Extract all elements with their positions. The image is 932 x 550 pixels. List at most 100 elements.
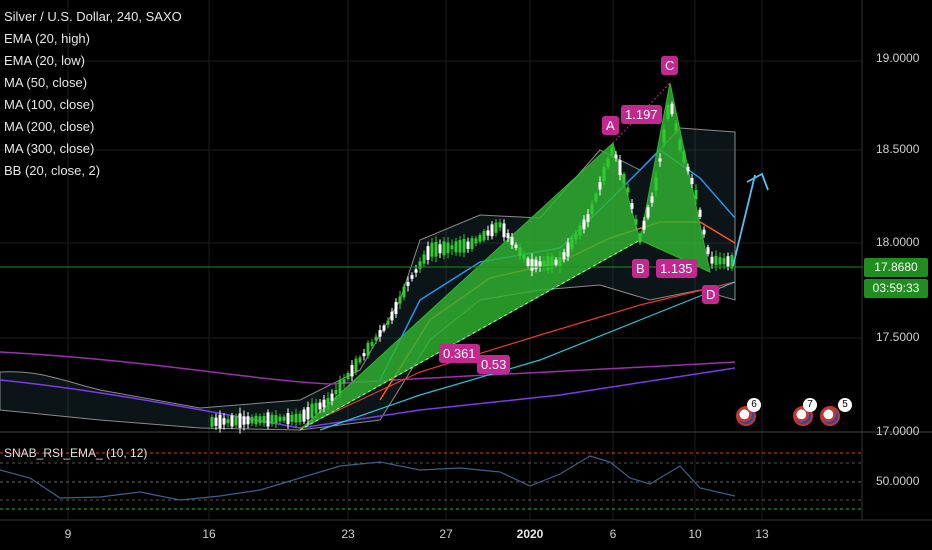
indicator-bb[interactable]: BB (20, close, 2) <box>4 163 101 178</box>
candle-body <box>614 154 618 159</box>
candle-body <box>594 193 598 202</box>
price-label: 17.5000 <box>876 330 920 344</box>
candle-body <box>554 259 558 266</box>
candle-body <box>498 222 502 228</box>
event-count-badge: 6 <box>747 398 761 412</box>
candle-body <box>678 139 682 151</box>
projection-arrow[interactable] <box>732 174 756 267</box>
candle-body <box>546 256 550 271</box>
candle-body <box>454 241 458 253</box>
candle-body <box>218 414 222 429</box>
candle-body <box>370 342 374 346</box>
indicator-ma-200[interactable]: MA (200, close) <box>4 119 95 134</box>
candle-body <box>310 403 314 418</box>
ma-300-line <box>0 351 736 385</box>
candle-body <box>338 379 342 394</box>
candle-body <box>482 231 486 241</box>
candle-body <box>314 403 318 414</box>
candle-body <box>378 330 382 337</box>
candle-body <box>598 182 602 190</box>
candle-body <box>306 407 310 420</box>
candle-body <box>350 364 354 377</box>
harmonic-pattern-bcd[interactable] <box>639 82 711 273</box>
candle-body <box>654 176 658 192</box>
candle-body <box>406 282 410 286</box>
ratio-label-bd[interactable]: 1.135 <box>656 259 697 278</box>
pattern-point-b[interactable]: B <box>632 259 649 278</box>
candlestick-series[interactable] <box>210 101 734 434</box>
candle-body <box>418 261 422 269</box>
ratio-label-ab[interactable]: 1.197 <box>621 105 662 124</box>
indicator-ma-50[interactable]: MA (50, close) <box>4 75 88 90</box>
grid <box>0 0 862 520</box>
candle-body <box>230 415 234 427</box>
time-label: 9 <box>64 527 72 541</box>
candle-body <box>266 412 270 427</box>
candle-body <box>574 234 578 240</box>
indicator-ma-300[interactable]: MA (300, close) <box>4 141 95 156</box>
candle-body <box>246 416 250 425</box>
candle-body <box>726 256 730 267</box>
candle-body <box>618 160 622 175</box>
candle-body <box>258 416 262 424</box>
candle-body <box>666 105 670 119</box>
chart-title[interactable]: Silver / U.S. Dollar, 240, SAXO <box>4 9 182 24</box>
candle-body <box>262 415 266 424</box>
candle-body <box>386 320 390 325</box>
candle-body <box>414 269 418 273</box>
price-label: 18.0000 <box>876 235 920 249</box>
harmonic-pattern-xab[interactable] <box>299 142 641 431</box>
candle-body <box>322 399 326 408</box>
rsi-legend[interactable]: SNAB_RSI_EMA_ (10, 12) <box>4 446 148 460</box>
candle-body <box>558 256 562 268</box>
candle-body <box>358 357 362 363</box>
indicator-ema-low[interactable]: EMA (20, low) <box>4 53 85 68</box>
pattern-point-d[interactable]: D <box>702 285 720 304</box>
indicator-ma-100[interactable]: MA (100, close) <box>4 97 95 112</box>
candle-body <box>470 238 474 250</box>
candle-body <box>426 246 430 260</box>
candle-body <box>354 358 358 373</box>
candle-body <box>566 242 570 257</box>
candle-body <box>538 261 542 267</box>
candle-body <box>682 151 686 163</box>
candle-body <box>686 166 690 172</box>
price-label: 18.5000 <box>876 142 920 156</box>
pattern-point-c[interactable]: C <box>661 56 679 75</box>
candle-body <box>382 325 386 331</box>
chart-legend: Silver / U.S. Dollar, 240, SAXO EMA (20,… <box>4 6 182 182</box>
candle-body <box>390 311 394 321</box>
candle-body <box>450 245 454 250</box>
candle-body <box>366 342 370 356</box>
event-count-badge: 5 <box>838 398 852 412</box>
candle-body <box>446 242 450 254</box>
price-label: 17.0000 <box>876 424 920 438</box>
time-label: 13 <box>755 527 769 541</box>
candle-body <box>342 379 346 384</box>
candle-body <box>586 214 590 222</box>
candle-body <box>550 256 554 270</box>
price-label: 19.0000 <box>876 51 920 65</box>
candle-body <box>590 204 594 214</box>
time-label: 27 <box>439 527 453 541</box>
ratio-label-xb[interactable]: 0.361 <box>439 344 480 363</box>
candle-body <box>534 259 538 270</box>
candle-body <box>702 229 706 235</box>
candle-body <box>374 336 378 341</box>
candle-body <box>290 414 294 422</box>
pattern-point-a[interactable]: A <box>602 116 619 135</box>
indicator-ema-high[interactable]: EMA (20, high) <box>4 31 90 46</box>
candle-body <box>650 196 654 203</box>
us-flag-event-icon[interactable] <box>820 406 840 426</box>
candle-body <box>698 209 702 217</box>
candle-body <box>318 402 322 410</box>
candle-body <box>490 224 494 237</box>
candle-body <box>562 252 566 260</box>
projection-arrow-head <box>746 172 769 191</box>
candle-body <box>510 237 514 245</box>
ratio-label-ac[interactable]: 0.53 <box>477 355 511 374</box>
candle-body <box>434 241 438 257</box>
event-count-badge: 7 <box>803 398 817 412</box>
candle-body <box>662 129 666 143</box>
